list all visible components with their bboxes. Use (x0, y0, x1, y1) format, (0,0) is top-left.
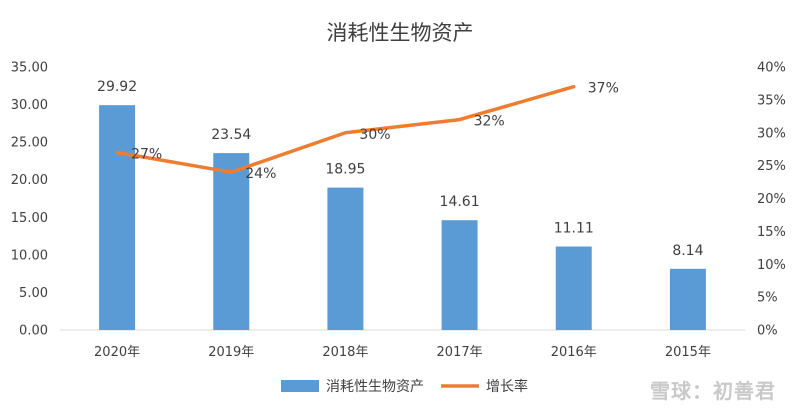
watermark: 雪球：初善君 (650, 379, 776, 403)
y-right-tick-label: 30% (757, 126, 786, 141)
y-right-tick-label: 35% (757, 93, 786, 108)
y-right-tick-label: 10% (757, 258, 786, 273)
legend-label-bar: 消耗性生物资产 (326, 379, 424, 395)
bar-data-label: 8.14 (672, 243, 703, 259)
line-data-label: 27% (131, 146, 162, 162)
y-right-tick-label: 40% (757, 61, 786, 76)
y-right-tick-label: 20% (757, 192, 786, 207)
bar (555, 246, 592, 330)
chart-title: 消耗性生物资产 (327, 21, 474, 45)
bar-data-label: 14.61 (440, 194, 480, 210)
x-tick-label: 2017年 (437, 345, 483, 360)
y-left-tick-label: 20.00 (11, 173, 48, 188)
y-left-tick-label: 25.00 (11, 136, 48, 151)
y-left-tick-label: 30.00 (11, 98, 48, 113)
x-tick-label: 2016年 (551, 345, 597, 360)
growth-rate-line (115, 84, 576, 174)
line-data-label: 24% (245, 166, 276, 182)
bar (99, 105, 136, 330)
x-tick-label: 2020年 (94, 345, 140, 360)
x-tick-label: 2015年 (665, 345, 711, 360)
bar-data-label: 11.11 (554, 221, 594, 237)
bar (213, 153, 250, 330)
y-right-tick-label: 5% (757, 291, 778, 306)
bar (327, 187, 364, 330)
bar-data-label: 18.95 (325, 162, 365, 178)
bar-data-label: 29.92 (97, 79, 137, 95)
line-data-label: 30% (359, 127, 390, 143)
y-left-tick-label: 5.00 (19, 286, 48, 301)
y-right-tick-label: 25% (757, 159, 786, 174)
y-right-tick-label: 0% (757, 324, 778, 339)
legend-label-line: 增长率 (486, 378, 528, 395)
y-left-tick-label: 15.00 (11, 211, 48, 226)
x-tick-label: 2019年 (208, 345, 254, 360)
y-left-tick-label: 0.00 (19, 324, 48, 339)
legend: 消耗性生物资产 增长率 (281, 378, 528, 395)
bar (669, 268, 706, 330)
legend-swatch-bar (281, 380, 319, 392)
y-left-tick-label: 10.00 (11, 248, 48, 263)
x-tick-label: 2018年 (322, 345, 368, 360)
line-data-label: 37% (588, 81, 619, 97)
line-data-label: 32% (474, 114, 505, 130)
y-left-tick-label: 35.00 (11, 61, 48, 76)
y-right-tick-label: 15% (757, 225, 786, 240)
bar (441, 220, 478, 330)
bar-data-label: 23.54 (211, 127, 251, 143)
